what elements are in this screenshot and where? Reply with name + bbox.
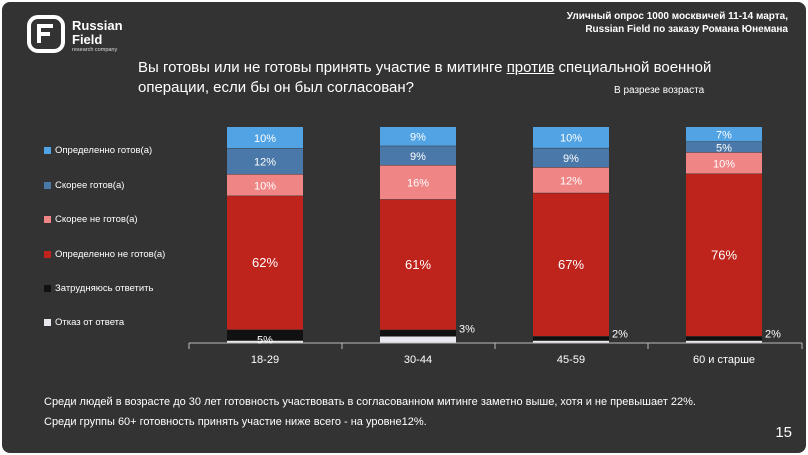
legend-label: Скорее не готов(а) [55, 213, 138, 225]
data-label: 2% [765, 329, 781, 341]
brand-tagline: research company [72, 47, 118, 53]
data-label: 5% [257, 334, 273, 346]
data-label: 9% [563, 153, 579, 165]
legend-swatch [44, 318, 51, 326]
legend-item: Отказ от ответа [44, 315, 124, 329]
data-label: 9% [410, 151, 426, 163]
data-label: 62% [252, 255, 278, 270]
data-label: 76% [711, 247, 737, 262]
bar-segment [533, 336, 609, 341]
data-label: 9% [410, 132, 426, 144]
legend-label: Определенно готов(а) [55, 144, 153, 156]
legend-label: Затрудняюсь ответить [55, 282, 154, 294]
data-label: 12% [560, 175, 582, 187]
brand-logo-icon [27, 15, 65, 53]
data-label: 16% [407, 178, 429, 190]
bar-segment [227, 330, 303, 341]
source-note: Уличный опрос 1000 москвичей 11-14 марта… [567, 10, 788, 36]
bar-segment [533, 340, 609, 343]
legend-swatch [44, 215, 51, 223]
bar-segment [380, 146, 456, 165]
bar-segment [227, 174, 303, 196]
bar-segment [533, 148, 609, 168]
data-label: 67% [558, 257, 584, 272]
bar-segment [380, 127, 456, 146]
question-underlined: против [506, 59, 555, 76]
legend: Определенно готов(а) Скорее готов(а) Ско… [44, 142, 234, 342]
bar-segment [380, 199, 456, 330]
bar-segment [227, 127, 303, 149]
chart-subtitle: В разрезе возраста [614, 85, 705, 96]
legend-label: Отказ от ответа [55, 316, 125, 328]
category-label: 30-44 [404, 354, 432, 366]
bar-segment [533, 127, 609, 148]
footer-line-1: Среди людей в возрасте до 30 лет готовно… [44, 396, 696, 408]
bar-segment [533, 167, 609, 193]
legend-swatch [44, 284, 51, 292]
category-label: 45-59 [557, 354, 585, 366]
data-label: 7% [716, 129, 732, 141]
bar-segment [380, 330, 456, 337]
bar-segment [533, 193, 609, 337]
bar-segment [686, 127, 762, 142]
bar-segment [686, 152, 762, 174]
bar-segment [686, 174, 762, 337]
category-label: 18-29 [251, 354, 279, 366]
data-label: 10% [254, 133, 276, 145]
question-part-2: специальной военной операции, если бы он… [138, 59, 712, 96]
source-line-1: Уличный опрос 1000 москвичей 11-14 марта… [566, 11, 788, 22]
bar-segment [686, 336, 762, 341]
legend-item: Скорее не готов(а) [44, 212, 138, 226]
brand-name-line2: Field [72, 32, 103, 47]
bar-segment [686, 340, 762, 343]
bar-segment [227, 196, 303, 330]
data-label: 2% [612, 329, 628, 341]
data-label: 61% [405, 257, 431, 272]
footer-notes: Среди людей в возрасте до 30 лет готовно… [44, 392, 764, 432]
source-line-2: Russian Field по заказу Романа Юнемана [585, 24, 788, 35]
footer-line-2: Среди группы 60+ готовность принять учас… [44, 416, 427, 428]
data-label: 10% [713, 158, 735, 170]
legend-swatch [44, 181, 51, 189]
data-label: 3% [459, 323, 475, 335]
legend-item: Определенно не готов(а) [44, 247, 165, 261]
category-label: 60 и старше [693, 354, 755, 366]
legend-item: Скорее готов(а) [44, 178, 124, 192]
legend-label: Определенно не готов(а) [55, 248, 166, 260]
page-number: 15 [775, 424, 792, 441]
bar-segment [227, 148, 303, 175]
bar-segment [686, 141, 762, 153]
bar-segment [227, 340, 303, 343]
legend-item: Затрудняюсь ответить [44, 281, 153, 295]
legend-label: Скорее готов(а) [55, 179, 125, 191]
brand-name-line1: Russian [72, 18, 123, 33]
bar-segment [380, 336, 456, 343]
question-title: Вы готовы или не готовы принять участие … [138, 58, 778, 98]
data-label: 12% [254, 157, 276, 169]
legend-item: Определенно готов(а) [44, 143, 152, 157]
question-part-1: Вы готовы или не готовы принять участие … [138, 59, 507, 76]
data-label: 10% [254, 180, 276, 192]
legend-swatch [44, 250, 51, 258]
brand-logo: Russian Field research company [26, 14, 136, 58]
bar-segment [380, 165, 456, 200]
data-label: 5% [716, 142, 732, 154]
legend-swatch [44, 146, 51, 154]
data-label: 10% [560, 133, 582, 145]
